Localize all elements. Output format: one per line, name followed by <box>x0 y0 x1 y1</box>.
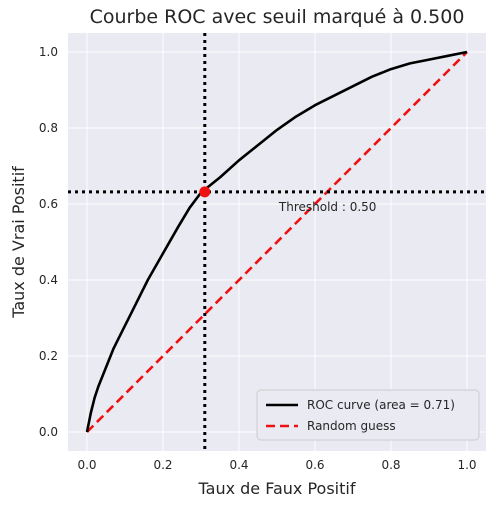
threshold-point <box>199 186 211 198</box>
legend-box <box>256 389 480 441</box>
random-guess-line <box>86 51 468 433</box>
x-tick-label: 0.2 <box>153 458 172 472</box>
y-tick-label: 0.4 <box>39 273 58 287</box>
threshold-label: Threshold : 0.50 <box>278 200 377 214</box>
x-axis-label: Taux de Faux Positif <box>198 479 356 498</box>
x-tick-label: 0.4 <box>229 458 248 472</box>
x-tick-label: 0.6 <box>305 458 324 472</box>
y-tick-label: 0.6 <box>39 197 58 211</box>
x-tick-label: 0.0 <box>77 458 96 472</box>
x-axis-ticks: 0.0 0.2 0.4 0.6 0.8 1.0 <box>77 458 476 472</box>
grid <box>68 33 486 451</box>
legend-random-label: Random guess <box>307 419 396 433</box>
y-tick-label: 0.0 <box>39 425 58 439</box>
x-tick-label: 0.8 <box>381 458 400 472</box>
y-axis-label: Taux de Vrai Positif <box>9 166 28 319</box>
y-axis-ticks: 0.0 0.2 0.4 0.6 0.8 1.0 <box>39 45 58 439</box>
roc-curve-line <box>85 50 468 433</box>
y-tick-label: 0.2 <box>39 349 58 363</box>
y-tick-label: 0.8 <box>39 121 58 135</box>
chart-title: Courbe ROC avec seuil marqué à 0.500 <box>90 6 465 28</box>
legend-roc-label: ROC curve (area = 0.71) <box>307 398 455 412</box>
x-tick-label: 1.0 <box>457 458 476 472</box>
legend: ROC curve (area = 0.71) Random guess <box>256 389 480 441</box>
y-tick-label: 1.0 <box>39 45 58 59</box>
